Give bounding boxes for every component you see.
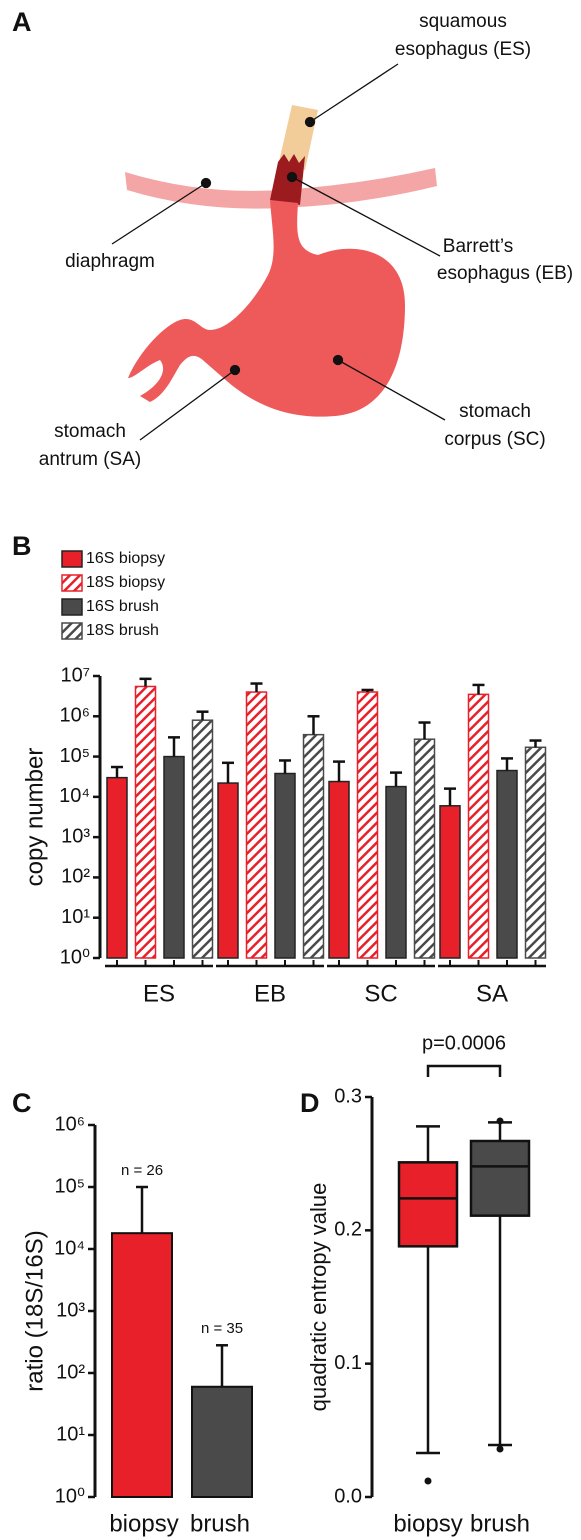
diaphragm — [125, 168, 437, 209]
anatomy-diagram: A squamous esophagus (ES) diaphragm Barr… — [12, 7, 573, 470]
x-tick-label: biopsy — [109, 1510, 178, 1537]
y-tick-label: 10⁷ — [61, 664, 90, 686]
y-axis-label: ratio (18S/16S) — [21, 1230, 48, 1391]
bar — [524, 746, 547, 959]
y-tick-label: 10⁴ — [59, 785, 90, 807]
bar — [217, 782, 239, 959]
bar — [274, 772, 296, 959]
leaders — [111, 63, 446, 441]
bar — [302, 733, 325, 959]
y-tick-label: 10⁰ — [55, 1485, 85, 1507]
x-tick-label: EB — [254, 980, 286, 1007]
y-axis-label: copy number — [21, 748, 48, 887]
y-tick-label: 0.0 — [334, 1485, 362, 1507]
x-tick-label: brush — [470, 1510, 530, 1537]
bar — [134, 685, 157, 959]
label: antrum (SA) — [39, 449, 141, 470]
label: esophagus (ES) — [395, 39, 531, 60]
y-tick-label: 10² — [56, 1361, 85, 1383]
outlier — [496, 1445, 504, 1453]
outlier — [496, 1117, 504, 1125]
label: esophagus (EB) — [437, 263, 573, 284]
bar — [191, 719, 214, 959]
y-tick-label: 10⁵ — [59, 745, 90, 767]
bar — [356, 691, 379, 959]
x-tick-label: SA — [476, 980, 508, 1007]
legend-label: 16S brush — [86, 598, 159, 615]
bar — [111, 1232, 173, 1498]
x-tick-label: SC — [364, 980, 397, 1007]
y-tick-label: 10⁰ — [60, 946, 90, 968]
y-tick-label: 0.3 — [334, 1085, 362, 1107]
panel-label: B — [12, 531, 32, 561]
y-tick-label: 10⁶ — [60, 705, 90, 727]
legend-swatch — [61, 550, 83, 568]
y-tick-label: 10³ — [61, 825, 90, 847]
y-tick-label: 10⁵ — [54, 1175, 85, 1197]
label: diaphragm — [65, 251, 155, 272]
annotation: n = 35 — [201, 1320, 243, 1337]
bar — [245, 691, 268, 959]
significance-bracket — [426, 1064, 502, 1077]
annotation: n = 26 — [121, 1162, 163, 1179]
outlier — [424, 1477, 432, 1485]
bar — [413, 738, 436, 959]
y-tick-label: 10⁴ — [54, 1237, 85, 1259]
bar — [439, 805, 461, 959]
bar — [328, 780, 350, 959]
legend-swatch — [61, 622, 83, 640]
label: Barrett’s — [443, 236, 513, 257]
legend-label: 18S brush — [86, 622, 159, 639]
x-tick-label: brush — [190, 1510, 250, 1537]
x-tick-label: ES — [143, 980, 175, 1007]
y-tick-label: 10¹ — [56, 1423, 85, 1445]
y-tick-label: 10¹ — [61, 906, 90, 928]
y-tick-label: 10³ — [56, 1299, 85, 1321]
label: stomach — [459, 401, 531, 422]
stomach — [128, 200, 405, 417]
y-tick-label: 10² — [61, 866, 90, 888]
bar — [106, 776, 128, 959]
legend-label: 16S biopsy — [86, 550, 165, 567]
label: squamous — [419, 11, 507, 32]
panel-label: D — [300, 1088, 320, 1118]
y-tick-label: 0.2 — [334, 1219, 362, 1241]
box — [397, 1161, 459, 1248]
label: corpus (SC) — [444, 429, 545, 450]
y-tick-label: 0.1 — [334, 1352, 362, 1374]
bar — [163, 755, 185, 959]
y-axis-label: quadratic entropy value — [306, 1183, 331, 1412]
panel-label: A — [12, 7, 32, 37]
label: stomach — [54, 421, 126, 442]
legend-label: 18S biopsy — [86, 574, 165, 591]
legend-swatch — [61, 574, 83, 592]
panel-label: C — [12, 1088, 32, 1118]
p-value: p=0.0006 — [422, 1032, 506, 1054]
box — [469, 1139, 531, 1217]
bar — [191, 1385, 253, 1499]
bar — [496, 769, 518, 959]
x-tick-label: biopsy — [393, 1510, 462, 1537]
y-tick-label: 10⁶ — [55, 1113, 85, 1135]
bar — [385, 785, 407, 959]
legend-swatch — [61, 598, 83, 616]
bar — [467, 693, 490, 959]
